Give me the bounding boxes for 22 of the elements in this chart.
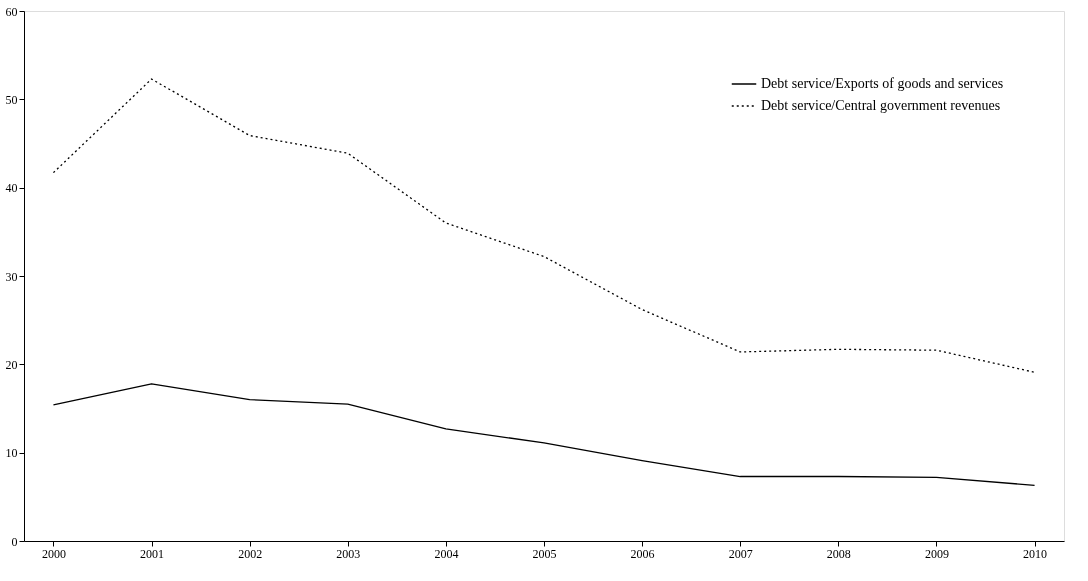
x-tick-label: 2004 bbox=[434, 546, 459, 561]
x-tick-label: 2009 bbox=[924, 546, 949, 561]
y-tick-label: 40 bbox=[5, 181, 18, 196]
x-tick-label: 2006 bbox=[630, 546, 655, 561]
legend-label: Debt service/Central government revenues bbox=[761, 98, 1001, 113]
x-tick-label: 2005 bbox=[532, 546, 557, 561]
y-tick-label: 60 bbox=[5, 4, 18, 19]
x-tick-label: 2010 bbox=[1023, 546, 1048, 561]
y-tick-label: 50 bbox=[5, 92, 18, 107]
legend-label: Debt service/Exports of goods and services bbox=[761, 76, 1004, 91]
x-tick-label: 2000 bbox=[41, 546, 66, 561]
y-tick-label: 30 bbox=[5, 269, 18, 284]
line-series bbox=[52, 78, 1036, 373]
x-tick-label: 2008 bbox=[826, 546, 851, 561]
x-tick-label: 2003 bbox=[336, 546, 361, 561]
y-tick-label: 20 bbox=[5, 357, 18, 372]
x-tick-label: 2002 bbox=[238, 546, 263, 561]
y-tick-label: 0 bbox=[11, 534, 18, 549]
x-tick-label: 2001 bbox=[140, 546, 165, 561]
line-series bbox=[52, 383, 1036, 486]
x-tick-label: 2007 bbox=[728, 546, 753, 561]
y-tick-label: 10 bbox=[5, 446, 18, 461]
